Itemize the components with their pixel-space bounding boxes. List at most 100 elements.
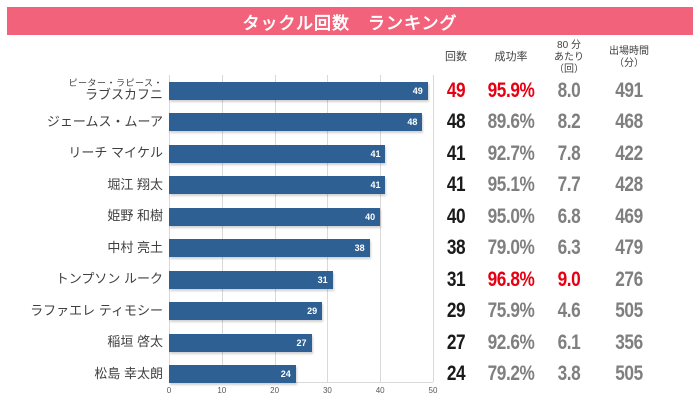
player-row: 姫野 和樹 40 40 95.0% 6.8 469	[0, 201, 663, 233]
bar-track: 29	[169, 296, 433, 328]
player-row: 中村 亮土 38 38 79.0% 6.3 479	[0, 233, 663, 265]
per-80min-value: 7.8	[557, 141, 581, 165]
success-rate-value: 92.7%	[487, 141, 535, 165]
bar-track: 40	[169, 201, 433, 233]
player-name: 姫野 和樹	[107, 208, 163, 224]
player-row: ラファエレ ティモシー 29 29 75.9% 4.6 505	[0, 296, 663, 328]
success-rate-value: 79.2%	[487, 362, 535, 386]
success-rate-value: 95.9%	[487, 78, 535, 102]
tackle-bar: 29	[169, 302, 323, 321]
count-value: 41	[446, 173, 466, 197]
player-name: 堀江 翔太	[107, 176, 163, 192]
bar-value-label: 41	[370, 148, 381, 159]
gridline	[169, 75, 170, 382]
bar-track: 49	[169, 75, 433, 107]
x-axis-tick: 30	[322, 386, 332, 395]
gridline	[327, 75, 329, 382]
column-headers: 回数 成功率 80 分 あたり（回） 出場時間 （分）	[433, 40, 663, 75]
player-row: ピーター・ラピース・ ラブスカフニ 49 49 95.9% 8.0 491	[0, 75, 663, 107]
tackle-bar: 40	[169, 207, 381, 226]
minutes-value: 276	[615, 267, 643, 291]
per-80min-value: 8.2	[557, 110, 581, 134]
success-rate-value: 95.1%	[487, 173, 535, 197]
minutes-value: 468	[615, 110, 643, 134]
per-80min-value: 6.8	[557, 204, 581, 228]
per-80min-value: 4.6	[557, 299, 581, 323]
player-name: ラファエレ ティモシー	[30, 302, 163, 318]
count-value: 29	[446, 299, 466, 323]
bar-track: 48	[169, 107, 433, 139]
bar-track: 24	[169, 359, 433, 391]
player-name: リーチ マイケル	[68, 145, 163, 161]
count-value: 24	[446, 362, 466, 386]
minutes-value: 428	[615, 173, 643, 197]
col-header-success-rate: 成功率	[494, 51, 528, 64]
success-rate-value: 95.0%	[487, 204, 535, 228]
count-value: 31	[446, 267, 466, 291]
title-banner: タックル回数 ランキング	[7, 7, 693, 35]
bar-value-label: 40	[365, 211, 376, 222]
player-name: 松島 幸太朗	[94, 365, 163, 381]
success-rate-value: 89.6%	[487, 110, 535, 134]
x-axis: 0 10 20 30 40 50	[166, 386, 438, 398]
player-row: リーチ マイケル 41 41 92.7% 7.8 422	[0, 138, 663, 170]
minutes-value: 469	[615, 204, 643, 228]
count-value: 48	[446, 110, 466, 134]
minutes-value: 356	[615, 330, 643, 354]
bar-track: 38	[169, 233, 433, 265]
bar-value-label: 24	[280, 369, 291, 380]
minutes-value: 505	[615, 362, 643, 386]
tackle-bar: 27	[169, 333, 312, 352]
player-name: トンプソン ルーク	[55, 271, 163, 287]
bar-track: 31	[169, 264, 433, 296]
chart-rows: ピーター・ラピース・ ラブスカフニ 49 49 95.9% 8.0 491 ジェ…	[0, 75, 663, 390]
success-rate-value: 96.8%	[487, 267, 535, 291]
player-row: トンプソン ルーク 31 31 96.8% 9.0 276	[0, 264, 663, 296]
plot-area	[169, 75, 434, 383]
player-row: 堀江 翔太 41 41 95.1% 7.7 428	[0, 170, 663, 202]
tackle-bar: 48	[169, 113, 423, 132]
player-name: 稲垣 啓太	[107, 334, 163, 350]
per-80min-value: 7.7	[557, 173, 581, 197]
count-value: 40	[446, 204, 466, 228]
tackle-bar: 41	[169, 176, 386, 195]
per-80min-value: 8.0	[557, 78, 581, 102]
x-axis-tick: 20	[270, 386, 280, 395]
per-80min-value: 3.8	[557, 362, 581, 386]
success-rate-value: 79.0%	[487, 236, 535, 260]
tackle-bar: 41	[169, 144, 386, 163]
gridline	[274, 75, 276, 382]
bar-value-label: 31	[317, 274, 328, 285]
gridline	[221, 75, 223, 382]
gridline	[433, 75, 434, 382]
minutes-value: 491	[615, 78, 643, 102]
count-value: 41	[446, 141, 466, 165]
bar-track: 41	[169, 170, 433, 202]
tackle-bar: 31	[169, 270, 333, 289]
bar-value-label: 48	[407, 117, 418, 128]
minutes-value: 505	[615, 299, 643, 323]
success-rate-value: 92.6%	[487, 330, 535, 354]
per-80min-value: 6.3	[557, 236, 581, 260]
gridline	[380, 75, 382, 382]
player-row: ジェームス・ムーア 48 48 89.6% 8.2 468	[0, 107, 663, 139]
col-header-count: 回数	[445, 51, 467, 64]
tackle-bar: 24	[169, 365, 296, 384]
col-header-per-80min: 80 分 あたり（回）	[554, 40, 584, 75]
tackle-bar: 38	[169, 239, 370, 258]
x-axis-tick: 10	[217, 386, 227, 395]
bar-track: 41	[169, 138, 433, 170]
player-row: 稲垣 啓太 27 27 92.6% 6.1 356	[0, 327, 663, 359]
bar-value-label: 29	[307, 306, 318, 317]
x-axis-tick: 50	[428, 386, 438, 395]
x-axis-tick: 0	[166, 386, 172, 395]
per-80min-value: 9.0	[557, 267, 581, 291]
player-row: 松島 幸太朗 24 24 79.2% 3.8 505	[0, 359, 663, 391]
count-value: 27	[446, 330, 466, 354]
count-value: 49	[446, 78, 466, 102]
per-80min-value: 6.1	[557, 330, 581, 354]
page-title: タックル回数 ランキング	[242, 13, 458, 33]
player-name: 中村 亮土	[107, 239, 163, 255]
bar-value-label: 41	[370, 180, 381, 191]
